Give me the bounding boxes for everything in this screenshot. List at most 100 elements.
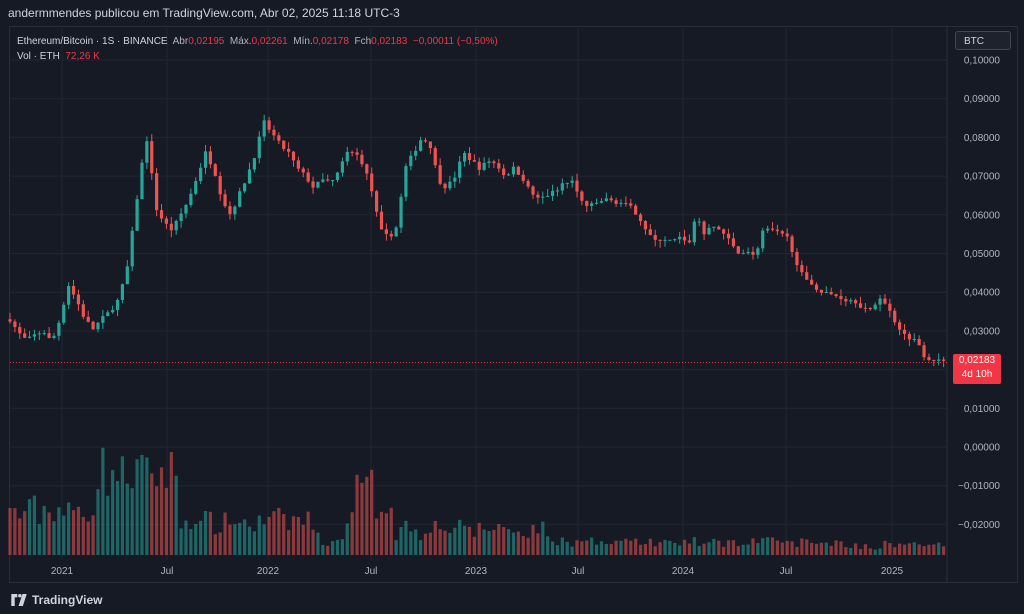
currency-badge[interactable]: BTC (955, 31, 1011, 50)
candle-body (316, 181, 320, 188)
candle-body (467, 153, 472, 161)
candle-body (335, 172, 340, 181)
volume-bar (8, 508, 12, 555)
volume-bar (379, 511, 384, 555)
volume-bar (71, 510, 76, 555)
candle-body (702, 221, 706, 235)
volume-bar (506, 529, 511, 555)
candle-body (619, 203, 623, 205)
candle-body (492, 161, 496, 164)
candle-body (604, 198, 608, 202)
volume-bar (443, 530, 447, 555)
y-tick-label: −0,02000 (958, 520, 1000, 531)
volume-bar (942, 546, 946, 555)
volume-bar (213, 534, 217, 555)
volume-bar (52, 521, 56, 555)
volume-bar (140, 454, 144, 555)
volume-bar (164, 487, 169, 555)
volume-bar (536, 533, 540, 555)
candle-body (506, 174, 511, 176)
high-label: Máx. (229, 36, 252, 47)
volume-bar (311, 529, 315, 555)
symbol-label[interactable]: Ethereum/Bitcoin · 1S · BINANCE (17, 36, 168, 47)
candle-body (805, 272, 809, 280)
volume-bar (155, 486, 159, 555)
open-label: Abr (172, 36, 189, 47)
candle-body (697, 221, 701, 223)
candle-body (521, 174, 525, 181)
publish-credit: andermmendes publicou em TradingView.com… (8, 6, 400, 20)
high-value: 0,02261 (251, 36, 288, 47)
volume-bar (541, 521, 545, 555)
volume-bar (604, 543, 608, 555)
volume-bar (62, 515, 66, 555)
candle-body (722, 229, 726, 234)
candle-body (389, 233, 393, 237)
candle-body (775, 229, 780, 232)
volume-bar (350, 512, 354, 555)
volume-bar (521, 535, 525, 555)
volume-bar (18, 518, 22, 555)
volume-bar (780, 542, 784, 555)
volume-bar (76, 506, 81, 555)
volume-bar (42, 505, 46, 555)
candle-body (707, 227, 711, 235)
candle-body (355, 152, 359, 155)
volume-bar (648, 538, 652, 555)
candlesticks (8, 114, 946, 368)
volume-bar (57, 507, 61, 555)
volume-bar (560, 537, 564, 555)
candle-body (277, 135, 281, 141)
brand-label: TradingView (32, 593, 103, 607)
candle-body (599, 201, 604, 203)
candle-body (634, 205, 638, 215)
y-tick-label: 0,05000 (964, 249, 1001, 260)
candle-body (228, 206, 232, 215)
candle-body (536, 194, 540, 198)
candle-body (37, 333, 41, 335)
volume-bar (624, 538, 628, 555)
candle-body (932, 359, 936, 361)
x-tick-label: 2025 (881, 566, 904, 577)
low-label: Mín. (293, 36, 313, 47)
volume-bar (638, 544, 643, 555)
low-value: 0,02178 (312, 36, 349, 47)
x-tick-label: 2022 (257, 566, 280, 577)
change-value: −0,00011 (−0,50%) (412, 36, 498, 47)
bar-countdown: 4d 10h (961, 369, 993, 380)
volume-bar (257, 515, 261, 555)
candle-body (306, 172, 310, 182)
volume-bar (13, 508, 17, 555)
candle-body (32, 334, 37, 337)
candle-body (130, 230, 134, 267)
candle-body (546, 195, 550, 197)
candle-body (829, 291, 833, 295)
volume-bar (599, 541, 604, 555)
volume-bar (546, 536, 550, 555)
x-axis: 2021 Jul 2022 Jul 2023 Jul 2024 Jul 2025 (51, 566, 904, 577)
volume-bar (555, 545, 560, 555)
volume-bar (863, 544, 867, 555)
candle-body (590, 203, 594, 206)
candle-body (898, 322, 902, 330)
candle-body (658, 239, 662, 241)
volume-bar (653, 546, 657, 555)
candle-body (800, 265, 804, 273)
volume-bar (96, 489, 100, 555)
volume-bar (550, 541, 555, 555)
candle-body (375, 191, 379, 212)
candle-body (67, 286, 71, 305)
candle-body (218, 175, 222, 195)
y-tick-label: 0,03000 (964, 326, 1001, 337)
volume-bar (150, 473, 154, 555)
volume-label[interactable]: Vol · ETH (17, 51, 60, 62)
volume-bar (111, 470, 115, 555)
candle-body (213, 164, 217, 176)
volume-bar (746, 544, 750, 555)
y-tick-label: 0,04000 (964, 288, 1001, 299)
candle-body (233, 206, 237, 215)
candle-body (42, 333, 46, 335)
tradingview-brand[interactable]: TradingView (10, 593, 102, 607)
candle-body (194, 181, 198, 194)
